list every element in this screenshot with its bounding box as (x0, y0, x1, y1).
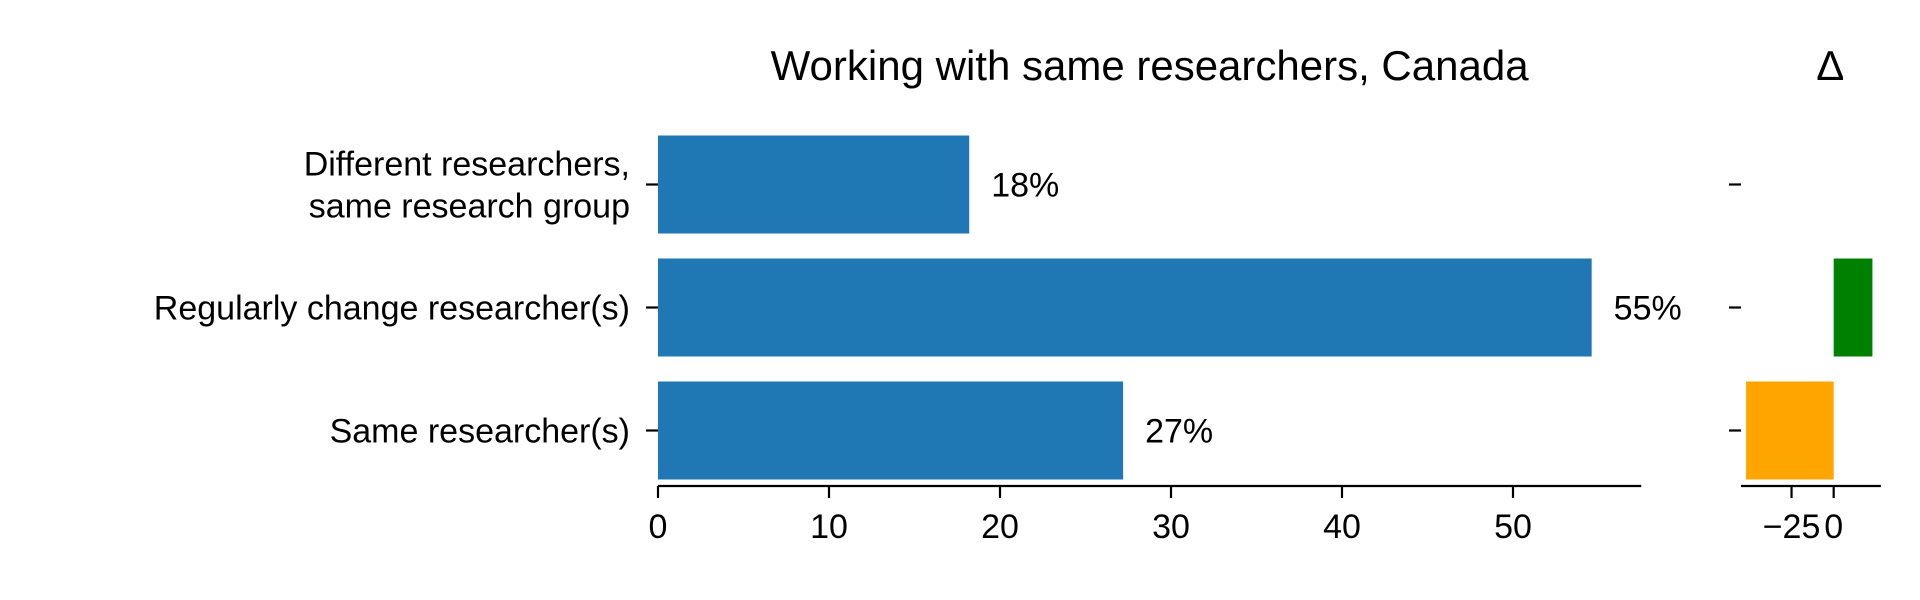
x-tick-label: 40 (1323, 508, 1361, 546)
bar (658, 258, 1592, 357)
x-tick-label: 50 (1494, 508, 1532, 546)
main-chart-panel: Working with same researchers, Canada 18%… (154, 42, 1682, 546)
delta-x-tick-label: 0 (1824, 508, 1843, 546)
y-tick-label: Same researcher(s) (330, 413, 630, 451)
bar (658, 135, 970, 234)
bar-value-label: 27% (1145, 413, 1213, 451)
x-tick-label: 10 (810, 508, 848, 546)
chart-title: Working with same researchers, Canada (771, 42, 1530, 89)
x-tick-label: 20 (981, 508, 1019, 546)
bar (658, 381, 1124, 480)
bar-value-label: 55% (1614, 290, 1682, 328)
y-tick-label: Different researchers, same research grou… (304, 146, 630, 226)
x-tick-label: 30 (1152, 508, 1190, 546)
delta-bar (1833, 258, 1873, 357)
delta-x-tick-label: −25 (1763, 508, 1821, 546)
delta-title: Δ (1816, 42, 1844, 89)
bar-value-label: 18% (991, 167, 1059, 205)
delta-chart-panel: Δ −25 0 (1729, 42, 1881, 546)
y-tick-label: Regularly change researcher(s) (154, 290, 630, 328)
x-tick-label: 0 (649, 508, 668, 546)
delta-bar (1746, 381, 1834, 480)
